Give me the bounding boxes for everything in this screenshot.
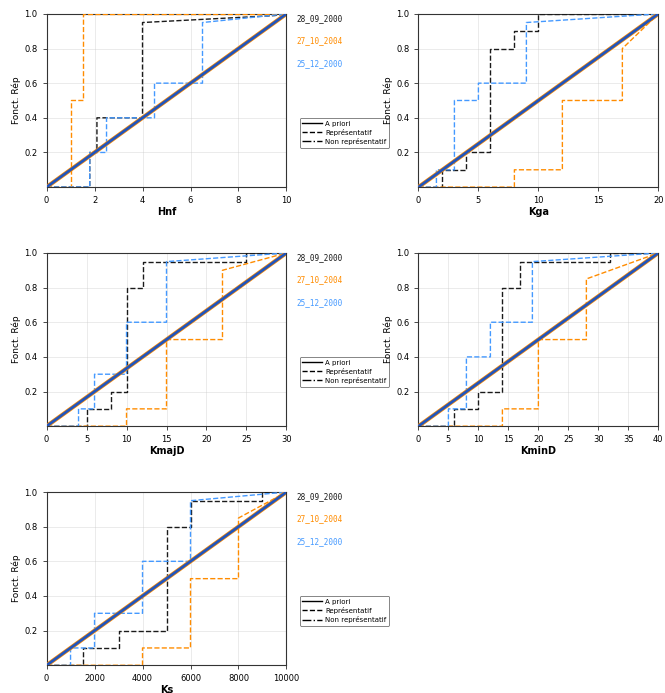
Text: 28_09_2000: 28_09_2000 [296,253,342,262]
Text: 25_12_2000: 25_12_2000 [296,298,342,307]
Y-axis label: Fonct. Rép: Fonct. Rép [12,77,21,124]
Text: 25_12_2000: 25_12_2000 [296,537,342,546]
X-axis label: Ks: Ks [160,685,173,693]
Text: 28_09_2000: 28_09_2000 [296,492,342,501]
Y-axis label: Fonct. Rép: Fonct. Rép [384,316,394,363]
Legend: A priori, Représentatif, Non représentatif: A priori, Représentatif, Non représentat… [299,118,389,148]
X-axis label: KminD: KminD [521,446,557,455]
Text: 28_09_2000: 28_09_2000 [296,14,342,23]
Text: 25_12_2000: 25_12_2000 [296,59,342,68]
Legend: A priori, Représentatif, Non représentatif: A priori, Représentatif, Non représentat… [299,357,389,387]
Y-axis label: Fonct. Rép: Fonct. Rép [12,316,21,363]
Y-axis label: Fonct. Rép: Fonct. Rép [384,77,394,124]
X-axis label: Hnf: Hnf [157,207,176,216]
Text: 27_10_2004: 27_10_2004 [296,37,342,45]
Text: 27_10_2004: 27_10_2004 [296,275,342,284]
Text: 27_10_2004: 27_10_2004 [296,514,342,523]
Legend: A priori, Représentatif, Non représentatif: A priori, Représentatif, Non représentat… [299,596,389,626]
X-axis label: KmajD: KmajD [149,446,184,455]
X-axis label: Kga: Kga [528,207,549,216]
Y-axis label: Fonct. Rép: Fonct. Rép [12,555,21,602]
